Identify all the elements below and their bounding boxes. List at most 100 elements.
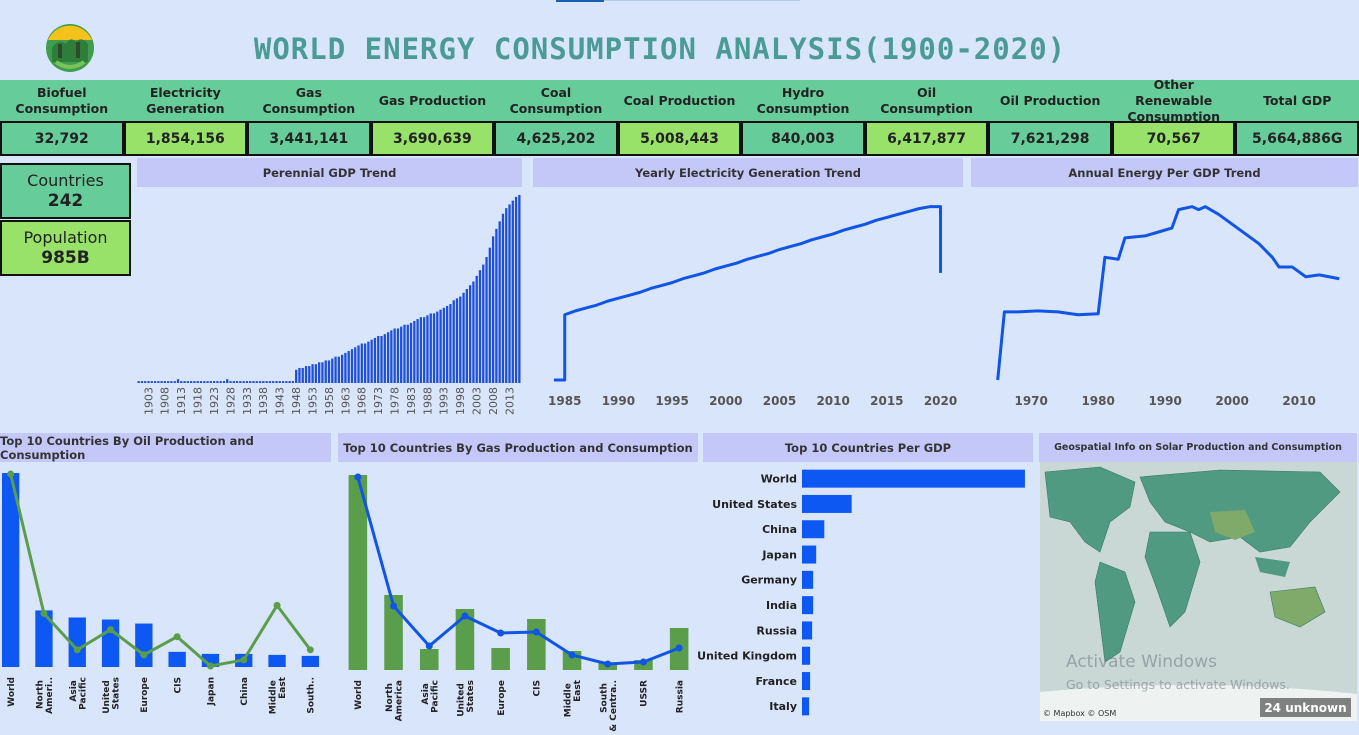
- card-label: Population: [23, 227, 108, 247]
- line-point: [107, 626, 115, 634]
- bar: [802, 697, 810, 716]
- bar: [468, 285, 472, 383]
- bar: [311, 364, 314, 383]
- x-tick-label: Asia Pacific: [421, 680, 440, 713]
- y-tick-label: India: [766, 599, 797, 612]
- bar: [245, 381, 249, 383]
- line-point: [639, 658, 647, 666]
- x-tick-label: 1948: [290, 387, 303, 415]
- x-tick-label: 1990: [602, 394, 635, 408]
- bar: [140, 381, 144, 383]
- line: [9, 473, 312, 668]
- bar: [222, 381, 226, 383]
- bar: [384, 595, 403, 670]
- bar: [304, 366, 308, 383]
- bar: [258, 381, 262, 383]
- chart-title: Top 10 Countries By Oil Production and C…: [0, 433, 331, 462]
- x-tick-label: World: [354, 680, 364, 710]
- bar: [344, 352, 347, 383]
- y-tick-label: United States: [712, 498, 797, 511]
- bar: [485, 257, 488, 383]
- line-point: [7, 470, 15, 478]
- bar: [475, 275, 478, 383]
- x-tick-label: World: [7, 677, 17, 707]
- bar: [167, 381, 170, 383]
- x-tick-label: South & Centra..: [599, 680, 618, 732]
- bar: [508, 204, 511, 383]
- kpi-value: 32,792: [0, 121, 124, 156]
- bar: [337, 356, 340, 383]
- label-line: United: [457, 680, 467, 717]
- bar: [377, 336, 380, 383]
- bar: [455, 298, 459, 383]
- bar: [393, 328, 396, 383]
- kpi-label: Gas Consumption: [247, 80, 371, 121]
- kpi-card: Population 985B: [0, 220, 131, 276]
- x-tick-label: 1958: [323, 387, 336, 415]
- x-tick-label: CIS: [173, 677, 183, 693]
- bar: [390, 330, 393, 383]
- bar: [495, 228, 498, 383]
- line-point: [604, 660, 612, 668]
- x-tick-label: China: [240, 677, 250, 706]
- bar: [180, 381, 183, 383]
- kpi-value: 3,690,639: [370, 121, 495, 156]
- bar: [157, 381, 160, 383]
- map-badge[interactable]: 24 unknown: [1260, 698, 1351, 717]
- bar: [348, 475, 368, 670]
- kpi-value: 5,664,886G: [1235, 121, 1359, 156]
- x-tick-label: 1995: [655, 394, 688, 408]
- x-tick-label: 1913: [175, 387, 188, 415]
- line-point: [140, 651, 148, 659]
- bar: [426, 315, 429, 383]
- x-tick-label: 2013: [503, 387, 516, 415]
- bar: [403, 324, 406, 383]
- bar: [452, 300, 455, 383]
- x-tick-label: 2003: [471, 387, 484, 415]
- y-tick-label: Germany: [741, 574, 797, 587]
- line-point: [173, 633, 181, 641]
- x-tick-label: Europe: [497, 680, 507, 716]
- x-tick-label: 1968: [356, 387, 369, 415]
- label-line: East: [278, 676, 288, 699]
- bar: [505, 208, 508, 383]
- bar: [802, 469, 1025, 488]
- x-tick-label: 2020: [924, 394, 957, 408]
- y-tick-label: Russia: [756, 624, 797, 637]
- bar: [291, 381, 295, 383]
- kpi-label: Hydro Consumption: [741, 80, 865, 121]
- x-tick-label: 1908: [159, 387, 172, 415]
- x-tick-label: 1983: [405, 387, 418, 415]
- bar: [193, 381, 196, 383]
- bar: [514, 196, 518, 383]
- bar: [511, 200, 514, 383]
- label-line: Pacific: [430, 680, 440, 713]
- bar: [386, 332, 390, 383]
- x-tick-label: 2008: [487, 387, 500, 415]
- bar: [235, 381, 239, 383]
- bar: [35, 610, 53, 667]
- bar: [163, 381, 167, 383]
- label-line: Pacific: [78, 677, 88, 710]
- x-tick-label: 1918: [192, 387, 205, 415]
- label-line: South: [599, 680, 609, 713]
- tab-indicator: [556, 0, 604, 2]
- bar: [373, 337, 377, 383]
- x-tick-label: South..: [307, 677, 317, 714]
- kpi-label: Electricity Generation: [123, 80, 248, 121]
- x-tick-label: Japan: [207, 677, 217, 706]
- bar: [462, 292, 465, 383]
- y-tick-label: Italy: [769, 700, 797, 713]
- kpi-value: 6,417,877: [864, 121, 989, 156]
- x-tick-label: United States: [102, 677, 121, 714]
- line-point: [206, 662, 214, 670]
- bar: [488, 247, 491, 383]
- bar: [432, 313, 436, 383]
- x-tick-label: Asia Pacific: [69, 677, 88, 710]
- x-tick-label: 1903: [142, 387, 155, 415]
- bar: [295, 369, 298, 383]
- bar: [413, 320, 416, 383]
- bar: [802, 672, 811, 691]
- dashboard-title: WORLD ENERGY CONSUMPTION ANALYSIS(1900-2…: [253, 32, 1067, 66]
